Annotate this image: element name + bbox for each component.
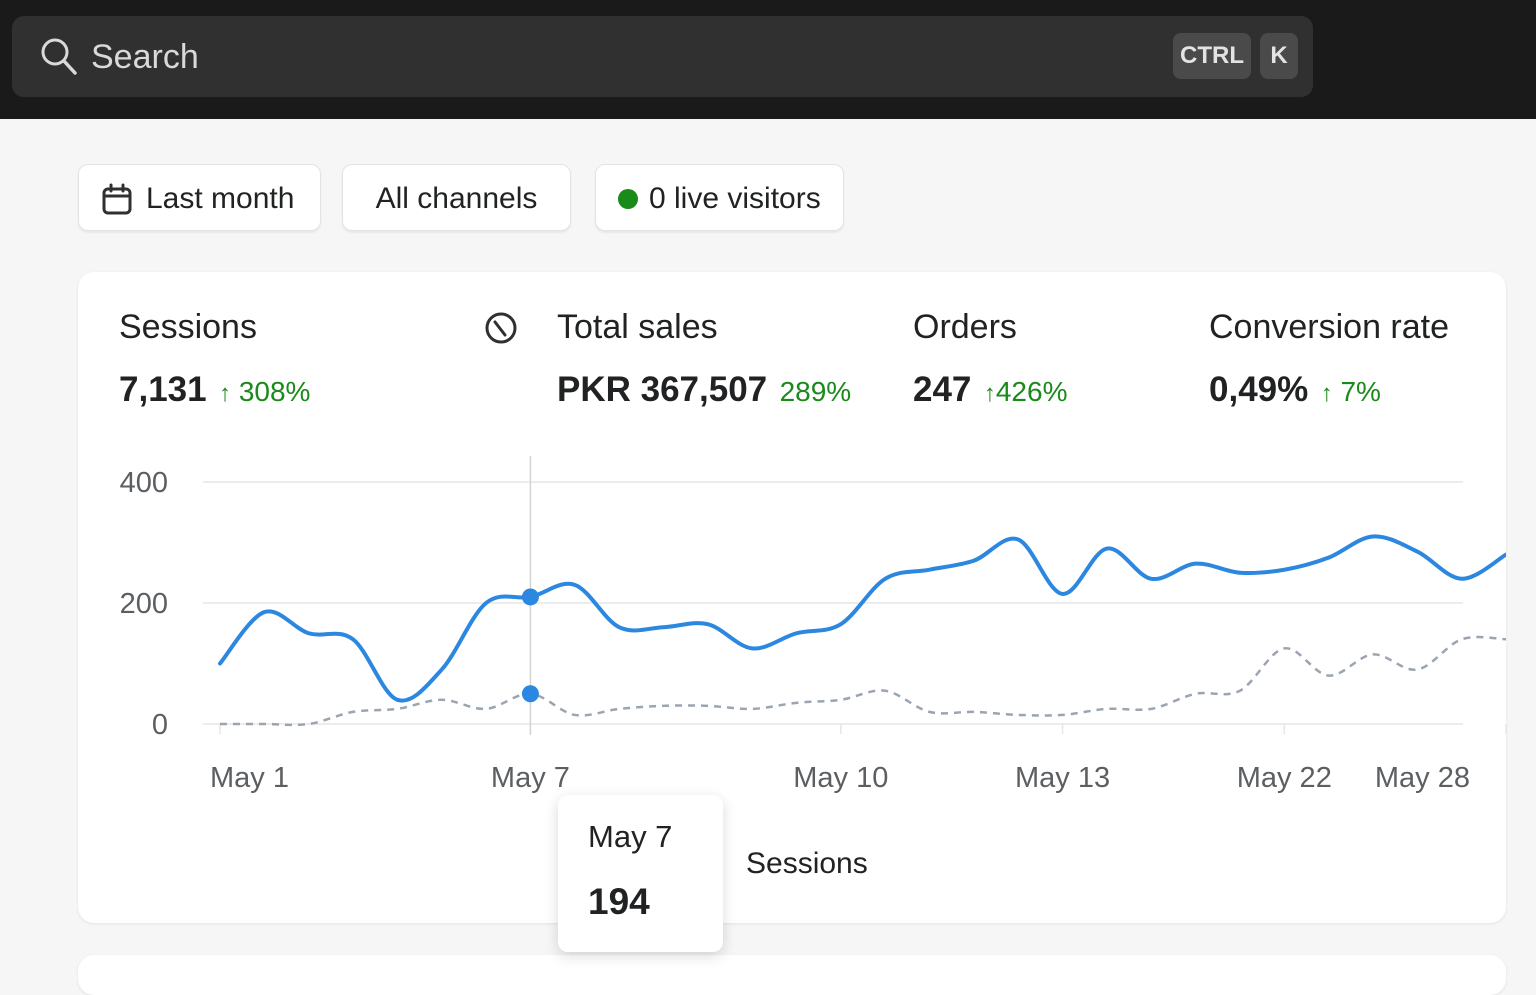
metric-conversion-rate[interactable]: Conversion rate 0,49% ↑ 7% <box>1209 308 1450 409</box>
metric-total-sales[interactable]: Total sales PKR 367,507 289% <box>557 308 851 409</box>
metric-value: PKR 367,507 <box>557 370 768 409</box>
legend-sessions: Sessions <box>746 847 868 880</box>
metric-change-value: 308% <box>238 376 311 407</box>
tooltip-date: May 7 <box>588 819 673 854</box>
shortcut-k-key: K <box>1260 33 1298 79</box>
date-range-button[interactable]: Last month <box>78 164 321 231</box>
secondary-card <box>78 955 1506 995</box>
top-bar: Search CTRL K <box>0 0 1536 119</box>
metric-value: 7,131 <box>119 370 207 409</box>
metric-change: 289% <box>780 376 852 407</box>
metric-change: ↑ 308% <box>219 376 310 407</box>
metric-value-row: 0,49% ↑ 7% <box>1209 370 1381 410</box>
gauge-icon[interactable] <box>484 311 518 345</box>
metric-value: 247 <box>913 370 972 409</box>
tooltip-value: 194 <box>588 881 650 922</box>
metric-title: Total sales <box>557 308 718 346</box>
channels-label: All channels <box>375 182 538 215</box>
search-icon <box>41 38 77 75</box>
arrow-up-icon: ↑ <box>1320 380 1333 407</box>
metric-change-value: 7% <box>1340 376 1381 407</box>
chart-tooltip: May 7 194 <box>558 795 723 952</box>
calendar-icon <box>102 183 132 215</box>
metric-value-row: 7,131 ↑ 308% <box>119 370 310 410</box>
live-visitors-button[interactable]: 0 live visitors <box>595 164 844 231</box>
metric-value-row: 247 ↑426% <box>913 370 1067 410</box>
channels-filter-button[interactable]: All channels <box>342 164 571 231</box>
metric-change-value: 426% <box>995 376 1068 407</box>
metric-change: ↑ 7% <box>1321 376 1381 407</box>
search-input[interactable]: Search <box>91 38 199 76</box>
shortcut-ctrl-key: CTRL <box>1173 33 1251 79</box>
arrow-up-icon: ↑ <box>219 380 232 407</box>
search-bar[interactable]: Search CTRL K <box>12 16 1313 97</box>
date-range-label: Last month <box>146 182 295 215</box>
arrow-up-icon: ↑ <box>983 380 996 407</box>
metric-value: 0,49% <box>1209 370 1309 409</box>
metric-title: Sessions <box>119 308 257 346</box>
metric-value-row: PKR 367,507 289% <box>557 370 851 410</box>
metric-sessions[interactable]: Sessions 7,131 ↑ 308% <box>119 308 310 409</box>
metric-change: ↑426% <box>984 376 1068 407</box>
metric-change-value: 289% <box>779 376 852 407</box>
metric-title: Orders <box>913 308 1017 346</box>
metric-orders[interactable]: Orders 247 ↑426% <box>913 308 1067 409</box>
live-status-dot <box>618 189 638 209</box>
metric-title: Conversion rate <box>1209 308 1450 346</box>
live-visitors-label: 0 live visitors <box>649 182 821 215</box>
